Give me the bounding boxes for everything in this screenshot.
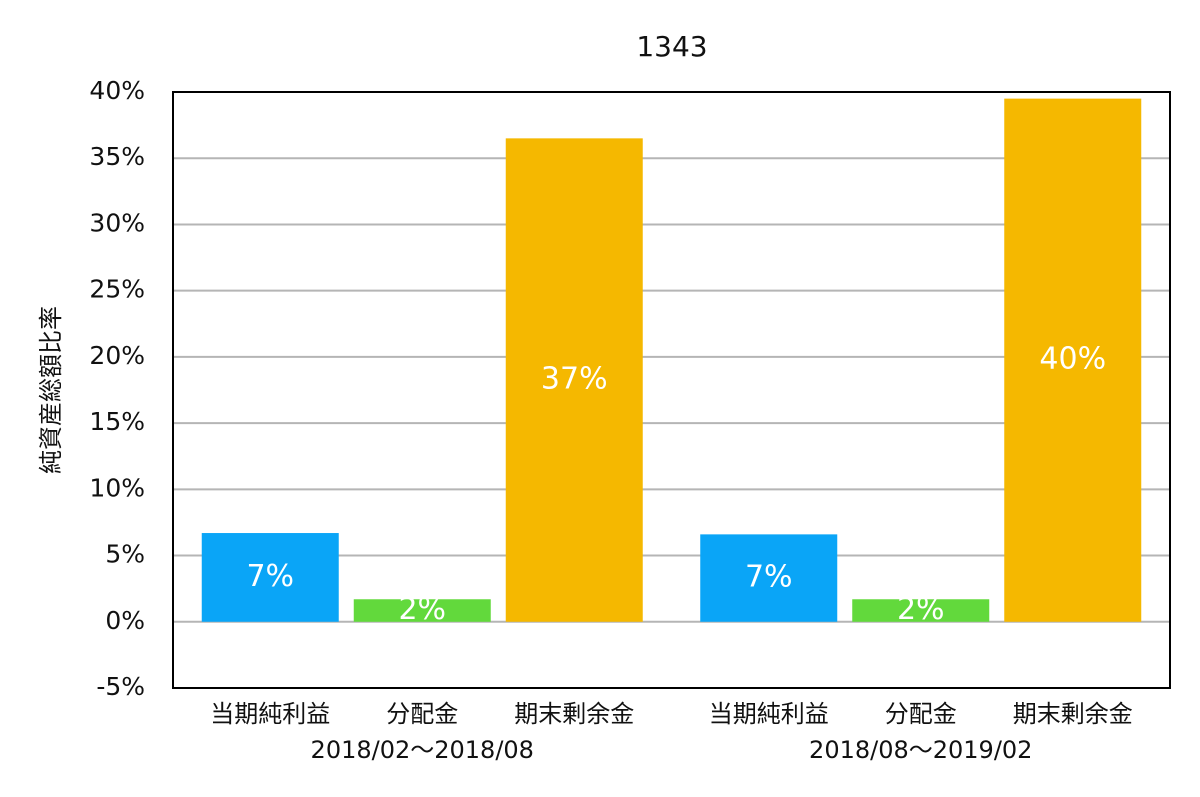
value-label: 7% xyxy=(745,560,793,595)
y-tick-label: -5% xyxy=(96,672,145,701)
chart-title: 1343 xyxy=(636,30,707,63)
y-tick-label: 20% xyxy=(89,341,145,370)
value-label: 37% xyxy=(541,362,608,397)
value-label: 40% xyxy=(1039,342,1106,377)
x-tick-label: 期末剰余金 xyxy=(514,700,634,728)
x-tick-label: 分配金 xyxy=(386,700,458,728)
value-label: 2% xyxy=(897,592,945,627)
y-tick-label: 40% xyxy=(89,76,145,105)
bar xyxy=(353,599,491,622)
bar xyxy=(505,138,643,622)
bar xyxy=(201,533,339,622)
group-label: 2018/08〜2019/02 xyxy=(809,736,1032,764)
y-tick-label: 0% xyxy=(105,606,145,635)
y-tick-label: 35% xyxy=(89,142,145,171)
y-tick-label: 30% xyxy=(89,208,145,237)
value-label: 2% xyxy=(398,592,446,627)
group-label: 2018/02〜2018/08 xyxy=(311,736,534,764)
y-tick-label: 5% xyxy=(105,540,145,569)
value-label: 7% xyxy=(246,559,294,594)
plot-frame xyxy=(172,91,1171,689)
x-tick-label: 分配金 xyxy=(885,700,957,728)
x-tick-label: 当期純利益 xyxy=(709,700,829,728)
bar xyxy=(1004,98,1142,622)
y-axis-label: 純資産総額比率 xyxy=(37,306,65,474)
bar xyxy=(852,599,990,622)
x-tick-label: 当期純利益 xyxy=(210,700,330,728)
y-tick-label: 25% xyxy=(89,275,145,304)
y-tick-label: 15% xyxy=(89,407,145,436)
y-tick-label: 10% xyxy=(89,473,145,502)
x-tick-label: 期末剰余金 xyxy=(1013,700,1133,728)
bar xyxy=(700,534,838,622)
